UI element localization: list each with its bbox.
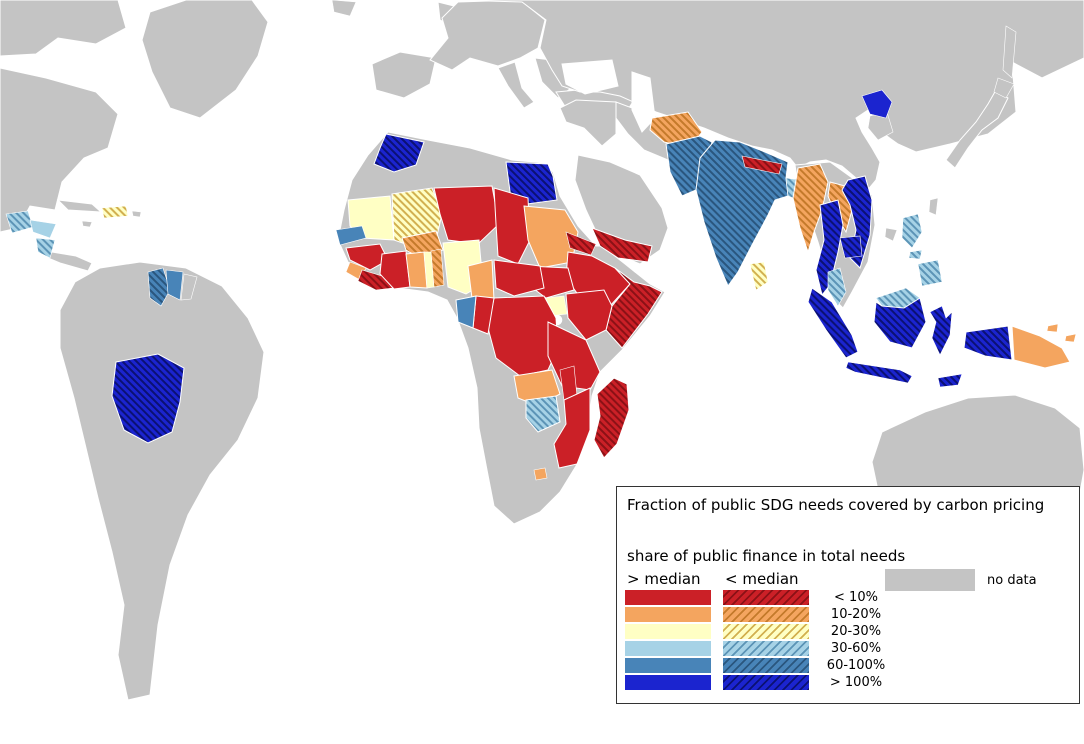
country-somalia bbox=[605, 267, 663, 349]
country-png-island-2 bbox=[1064, 333, 1077, 343]
legend-swatch-lt10-solid bbox=[625, 590, 711, 605]
island-cuba bbox=[56, 199, 103, 213]
island-hainan bbox=[884, 227, 898, 242]
country-drc bbox=[487, 295, 559, 377]
country-yemen bbox=[591, 227, 653, 263]
country-malaysia-peninsula bbox=[827, 267, 847, 307]
landmass-italy bbox=[497, 61, 535, 109]
island-hokkaido bbox=[993, 77, 1015, 99]
country-honduras bbox=[29, 219, 57, 239]
country-indonesia-kalimantan bbox=[873, 297, 927, 349]
country-nicaragua bbox=[35, 237, 56, 259]
country-myanmar bbox=[792, 163, 829, 254]
country-kenya bbox=[565, 289, 613, 341]
country-india bbox=[695, 139, 789, 288]
legend-col-solid: > median bbox=[627, 570, 701, 588]
legend-label-30-60: 30-60% bbox=[830, 641, 882, 656]
country-cameroon bbox=[467, 259, 495, 301]
landmass-french-guiana bbox=[180, 273, 198, 301]
landmass-central-america-isthmus bbox=[47, 251, 93, 272]
legend-swatch-20-30-solid bbox=[625, 624, 711, 639]
legend-swatch-30-60-hatched bbox=[723, 641, 809, 656]
island-japan bbox=[945, 89, 1009, 169]
landmass-arctic-canada bbox=[0, 0, 127, 57]
legend-label-60-100: 60-100% bbox=[826, 658, 886, 673]
sea-black-sea bbox=[561, 59, 619, 95]
country-madagascar bbox=[593, 377, 630, 459]
legend: Fraction of public SDG needs covered by … bbox=[616, 486, 1080, 704]
legend-label-10-20: 10-20% bbox=[830, 607, 882, 622]
country-bolivia bbox=[111, 353, 185, 444]
country-philippines-mindanao bbox=[917, 259, 943, 287]
country-indonesia-java bbox=[845, 361, 913, 384]
country-philippines-visayas bbox=[908, 249, 923, 260]
country-png-island-1 bbox=[1046, 323, 1059, 333]
legend-swatch-30-60-solid bbox=[625, 641, 711, 656]
country-indonesia-sumatra bbox=[807, 287, 859, 359]
country-indonesia-papua bbox=[963, 325, 1013, 361]
country-mozambique bbox=[553, 387, 591, 469]
legend-title: Fraction of public SDG needs covered by … bbox=[627, 496, 1045, 514]
legend-col-hatched: < median bbox=[725, 570, 799, 588]
country-ghana bbox=[405, 251, 428, 289]
island-puerto-rico bbox=[131, 210, 142, 218]
legend-subtitle: share of public finance in total needs bbox=[627, 547, 906, 565]
legend-swatch-gt100-solid bbox=[625, 675, 711, 690]
country-vietnam bbox=[841, 175, 873, 269]
legend-swatch-lt10-hatched bbox=[723, 590, 809, 605]
country-central-african-republic bbox=[493, 259, 545, 297]
island-sakhalin bbox=[1002, 25, 1017, 79]
landmass-arabia bbox=[574, 154, 669, 265]
country-nepal bbox=[741, 155, 783, 175]
country-benin bbox=[430, 248, 445, 288]
country-cambodia bbox=[839, 235, 863, 259]
country-papua-new-guinea bbox=[1011, 325, 1071, 369]
country-suriname bbox=[165, 269, 184, 301]
country-gabon bbox=[455, 295, 477, 329]
landmass-north-america bbox=[0, 67, 119, 233]
country-eritrea bbox=[565, 231, 597, 256]
legend-swatch-10-20-hatched bbox=[723, 607, 809, 622]
country-liberia bbox=[357, 269, 394, 291]
country-guyana bbox=[147, 267, 171, 307]
landmass-south-america bbox=[59, 261, 265, 701]
country-zimbabwe bbox=[525, 395, 561, 433]
landmass-greenland bbox=[141, 0, 269, 119]
sea-caspian bbox=[631, 71, 656, 133]
island-jamaica bbox=[81, 220, 93, 228]
legend-swatch-20-30-hatched bbox=[723, 624, 809, 639]
landmass-iberia bbox=[371, 51, 437, 99]
country-indonesia-lesser-sunda bbox=[937, 373, 963, 388]
landmass-iraq-syria bbox=[559, 99, 617, 147]
legend-swatch-10-20-solid bbox=[625, 607, 711, 622]
legend-swatch-gt100-hatched bbox=[723, 675, 809, 690]
legend-swatch-60-100-hatched bbox=[723, 658, 809, 673]
landmass-western-europe bbox=[429, 0, 546, 71]
country-cote-divoire bbox=[379, 250, 411, 290]
country-senegal bbox=[335, 225, 367, 246]
legend-label-gt100: > 100% bbox=[829, 675, 883, 690]
legend-label-lt10: < 10% bbox=[834, 590, 878, 605]
legend-label-20-30: 20-30% bbox=[830, 624, 882, 639]
country-sri-lanka bbox=[749, 261, 769, 291]
country-lesotho bbox=[533, 467, 548, 481]
country-indonesia-sulawesi bbox=[929, 305, 953, 356]
landmass-iceland bbox=[331, 0, 357, 17]
legend-swatch-60-100-solid bbox=[625, 658, 711, 673]
country-north-korea bbox=[861, 89, 893, 119]
country-guinea bbox=[345, 243, 389, 271]
island-taiwan bbox=[928, 197, 939, 216]
country-philippines-luzon bbox=[901, 213, 923, 249]
legend-swatch-nodata bbox=[885, 569, 975, 591]
country-hispaniola bbox=[101, 205, 129, 219]
legend-nodata-label: no data bbox=[987, 573, 1037, 588]
country-morocco bbox=[373, 133, 425, 173]
